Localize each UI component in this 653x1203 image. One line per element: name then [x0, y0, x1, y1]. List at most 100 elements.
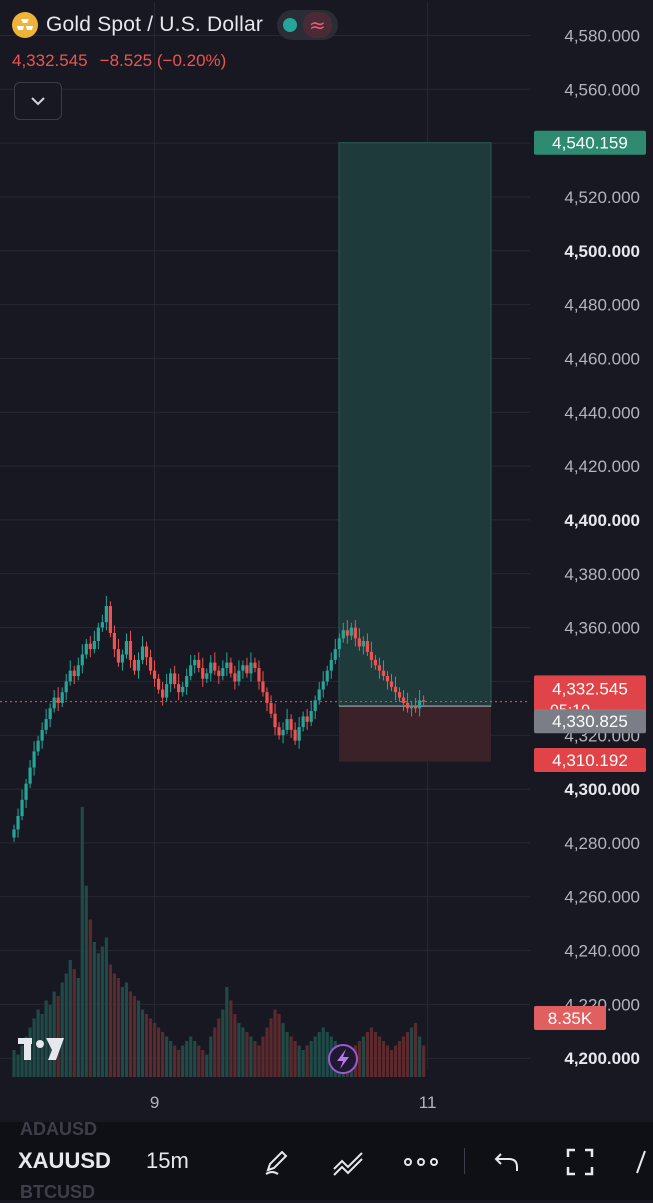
candle[interactable] — [309, 711, 313, 722]
candle[interactable] — [56, 697, 60, 703]
candle[interactable] — [393, 686, 398, 693]
candle[interactable] — [261, 681, 265, 693]
candle[interactable] — [132, 659, 137, 671]
candle[interactable] — [128, 641, 133, 660]
collapse-button[interactable] — [14, 82, 62, 120]
candle[interactable] — [317, 689, 321, 701]
candle[interactable] — [253, 662, 257, 668]
trend-line-icon[interactable] — [330, 1144, 366, 1180]
candle[interactable] — [108, 606, 112, 633]
candle[interactable] — [193, 659, 197, 666]
take-profit-zone[interactable] — [338, 142, 492, 707]
candle[interactable] — [422, 700, 426, 702]
candle[interactable] — [237, 670, 241, 682]
candle[interactable] — [52, 697, 56, 709]
candle[interactable] — [169, 673, 173, 685]
candle[interactable] — [32, 751, 36, 768]
candle[interactable] — [205, 673, 209, 679]
candle[interactable] — [160, 689, 165, 698]
candle[interactable] — [269, 702, 273, 714]
price-chart[interactable]: 4,580.0004,560.0004,540.0004,520.0004,50… — [0, 0, 653, 1120]
candle[interactable] — [80, 654, 84, 666]
candle[interactable] — [289, 719, 293, 730]
candle[interactable] — [124, 641, 129, 655]
candle[interactable] — [377, 665, 382, 671]
candle[interactable] — [36, 740, 40, 752]
candle[interactable] — [64, 681, 68, 693]
candle[interactable] — [104, 606, 108, 623]
candle[interactable] — [48, 708, 52, 720]
candle[interactable] — [100, 622, 104, 628]
candle[interactable] — [44, 719, 48, 730]
candle[interactable] — [152, 670, 157, 679]
candle[interactable] — [156, 678, 161, 690]
candle[interactable] — [389, 681, 394, 687]
candle[interactable] — [229, 662, 233, 674]
candle[interactable] — [140, 646, 145, 660]
candle[interactable] — [201, 667, 205, 679]
candle[interactable] — [405, 702, 410, 709]
candle[interactable] — [88, 643, 92, 650]
candle[interactable] — [245, 665, 249, 674]
candle[interactable] — [40, 729, 44, 741]
ghost-symbol-below[interactable]: BTCUSD — [20, 1182, 95, 1202]
symbol-selector[interactable]: XAUUSD — [18, 1148, 111, 1173]
candle[interactable] — [144, 646, 149, 658]
more-dots-icon[interactable] — [403, 1144, 439, 1180]
candle[interactable] — [397, 692, 402, 698]
candle[interactable] — [92, 641, 96, 650]
interval-selector[interactable]: 15m — [146, 1148, 189, 1173]
candle[interactable] — [213, 662, 217, 671]
candle[interactable] — [217, 670, 221, 677]
candle[interactable] — [333, 649, 337, 660]
undo-icon[interactable] — [489, 1144, 525, 1180]
candle[interactable] — [337, 638, 341, 650]
pencil-icon[interactable] — [258, 1144, 294, 1180]
candle[interactable] — [385, 676, 390, 682]
candle[interactable] — [369, 651, 374, 660]
candle[interactable] — [265, 692, 269, 703]
candle[interactable] — [76, 665, 80, 677]
candle[interactable] — [381, 670, 386, 677]
candle[interactable] — [84, 643, 88, 655]
candle[interactable] — [112, 632, 117, 650]
candle[interactable] — [16, 815, 20, 830]
market-status-pill[interactable]: ≈ — [277, 10, 338, 40]
candle[interactable] — [209, 662, 213, 674]
candle[interactable] — [72, 670, 76, 677]
overflow-icon[interactable] — [628, 1144, 653, 1180]
symbol-title[interactable]: Gold Spot / U.S. Dollar — [46, 13, 264, 36]
candle[interactable] — [401, 697, 406, 703]
candle[interactable] — [60, 692, 64, 703]
ghost-symbol-above[interactable]: ADAUSD — [20, 1119, 98, 1139]
candle[interactable] — [116, 649, 121, 663]
candle[interactable] — [241, 665, 245, 671]
candle[interactable] — [20, 799, 24, 816]
candle[interactable] — [361, 641, 365, 647]
candle[interactable] — [249, 662, 253, 674]
candle[interactable] — [165, 684, 169, 698]
tradingview-logo-icon[interactable] — [18, 1038, 64, 1060]
candle[interactable] — [120, 654, 125, 663]
candle[interactable] — [96, 627, 100, 642]
candle[interactable] — [221, 667, 225, 677]
candle[interactable] — [12, 829, 16, 838]
chart-svg[interactable]: 4,580.0004,560.0004,540.0004,520.0004,50… — [0, 0, 653, 1120]
candle[interactable] — [233, 673, 237, 682]
candle[interactable] — [418, 700, 422, 709]
candle[interactable] — [281, 729, 285, 736]
candle[interactable] — [345, 630, 349, 636]
candle[interactable] — [353, 627, 357, 639]
candle[interactable] — [409, 705, 414, 709]
candle[interactable] — [305, 716, 309, 722]
candle[interactable] — [349, 627, 353, 636]
candle[interactable] — [301, 716, 305, 728]
candle[interactable] — [273, 713, 277, 728]
candle[interactable] — [28, 767, 32, 784]
candle[interactable] — [173, 673, 177, 685]
candle[interactable] — [297, 727, 301, 741]
candle[interactable] — [185, 676, 189, 687]
candle[interactable] — [277, 727, 281, 736]
candle[interactable] — [177, 684, 181, 693]
candle[interactable] — [148, 657, 153, 671]
